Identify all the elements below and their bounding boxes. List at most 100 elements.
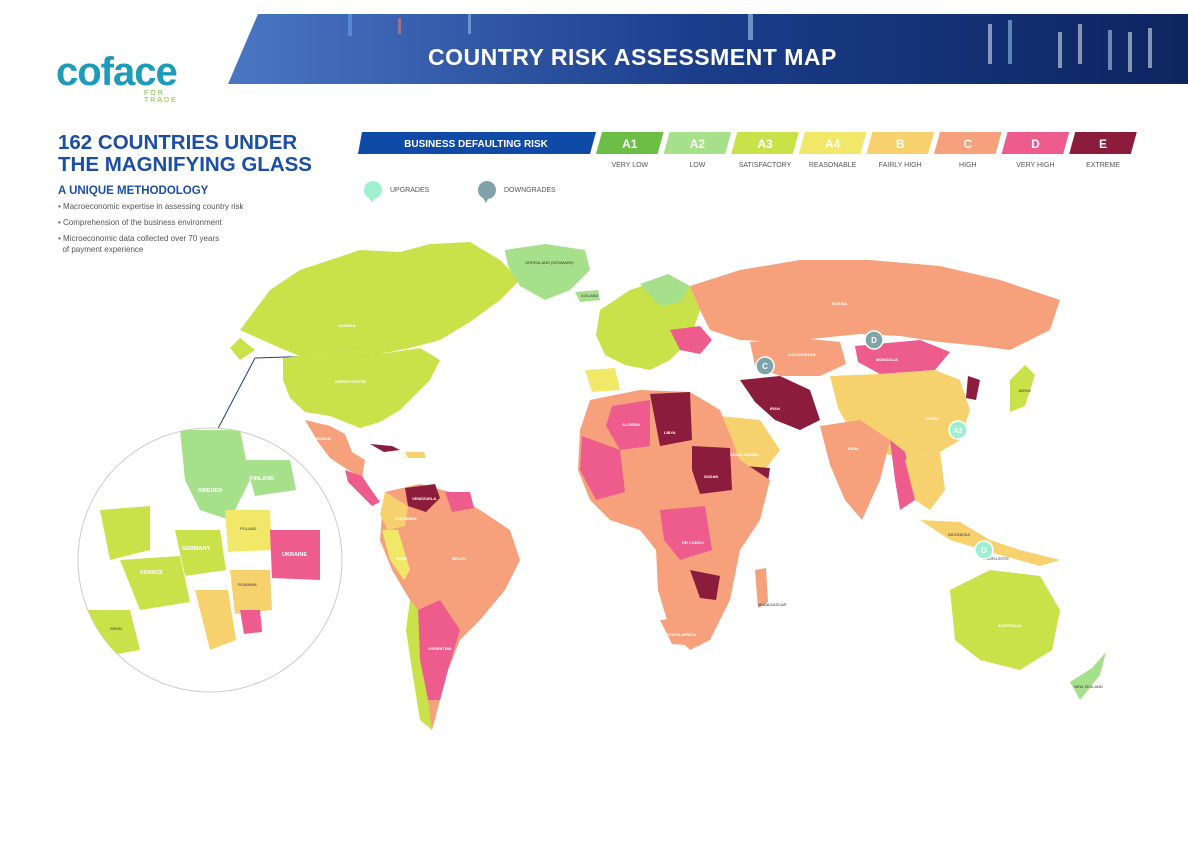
label-brazil: BRAZIL bbox=[452, 556, 467, 561]
colombia-shape bbox=[380, 492, 408, 530]
label-france: FRANCE bbox=[140, 570, 163, 576]
cuba-shape bbox=[370, 444, 400, 452]
north-korea-shape bbox=[966, 376, 980, 400]
libya-shape bbox=[650, 392, 692, 446]
united-states-shape bbox=[283, 348, 440, 428]
label-saudi-arabia: SAUDI ARABIA bbox=[730, 452, 759, 457]
label-timor: TIMOR-LESTE bbox=[982, 556, 1009, 561]
zoom-finland-shape bbox=[245, 460, 296, 496]
label-spain: SPAIN bbox=[110, 626, 122, 631]
algeria-shape bbox=[606, 400, 650, 450]
grade-code-a1: A1 bbox=[622, 137, 638, 151]
grade-swatch-a3 bbox=[731, 132, 799, 154]
methodology-bullet: of payment experience bbox=[58, 245, 144, 254]
upgrades-label: UPGRADES bbox=[390, 187, 430, 194]
upgrade-marker: D bbox=[974, 540, 994, 560]
grade-code-a3: A3 bbox=[757, 137, 773, 151]
grade-swatch-c bbox=[934, 132, 1002, 154]
label-libya: LIBYA bbox=[664, 430, 676, 435]
label-sudan: SUDAN bbox=[704, 474, 718, 479]
india-shape bbox=[820, 420, 890, 520]
label-new-zealand: NEW ZEALAND bbox=[1074, 684, 1103, 689]
ukraine-shape bbox=[670, 326, 712, 354]
zoom-greece-shape bbox=[240, 610, 262, 634]
grade-swatch-e bbox=[1069, 132, 1137, 154]
new-zealand-shape bbox=[1070, 652, 1106, 700]
label-germany: GERMANY bbox=[182, 546, 210, 552]
mexico-shape bbox=[305, 420, 365, 478]
headline-line-2: THE MAGNIFYING GLASS bbox=[58, 153, 312, 176]
grade-swatch-d bbox=[1001, 132, 1070, 154]
grade-label-b: FAIRLY HIGH bbox=[878, 162, 922, 169]
grade-label-a3: SATISFACTORY bbox=[738, 162, 792, 169]
upgrade-marker: A2 bbox=[948, 420, 968, 440]
zoom-line bbox=[211, 357, 256, 441]
grade-code-d: D bbox=[1031, 137, 1040, 151]
dr-congo-shape bbox=[660, 506, 712, 560]
myanmar-shape bbox=[890, 440, 915, 510]
label-kazakhstan: KAZAKHSTAN bbox=[788, 352, 816, 357]
grade-label-d: VERY HIGH bbox=[1016, 162, 1055, 169]
label-dr-congo: DR CONGO bbox=[682, 540, 704, 545]
page-title: COUNTRY RISK ASSESSMENT MAP bbox=[428, 44, 837, 70]
label-canada: CANADA bbox=[338, 323, 355, 328]
svg-text:C: C bbox=[762, 362, 768, 371]
world-risk-map: CANADA UNITED STATES MEXICO GREENLAND (D… bbox=[77, 242, 1106, 730]
venezuela-shape bbox=[405, 484, 440, 512]
grade-swatch-a2 bbox=[663, 132, 732, 154]
madagascar-shape bbox=[755, 568, 768, 608]
label-japan: JAPAN bbox=[1018, 388, 1031, 393]
methodology-bullet: • Microeconomic data collected over 70 y… bbox=[58, 234, 220, 243]
dominican-shape bbox=[405, 452, 426, 458]
argentina-shape bbox=[418, 600, 460, 700]
grade-label-c: HIGH bbox=[959, 162, 977, 169]
label-mexico: MEXICO bbox=[315, 436, 331, 441]
iceland-shape bbox=[575, 290, 600, 302]
zoom-uk-shape bbox=[100, 506, 150, 560]
label-ukraine: UKRAINE bbox=[282, 552, 307, 558]
legend-title: BUSINESS DEFAULTING RISK bbox=[404, 139, 548, 150]
zoom-romania-shape bbox=[230, 570, 272, 614]
label-indonesia: INDONESIA bbox=[948, 532, 970, 537]
grade-label-e: EXTREME bbox=[1086, 162, 1120, 169]
label-madagascar: MADAGASCAR bbox=[758, 602, 787, 607]
scandinavia-shape bbox=[640, 274, 690, 306]
header-banner bbox=[228, 14, 1188, 84]
zoom-italy-shape bbox=[195, 590, 236, 650]
iran-afghanistan-shape bbox=[740, 376, 820, 430]
logo-tagline: FOR TRADE bbox=[144, 90, 178, 104]
label-china: CHINA bbox=[926, 416, 939, 421]
zoom-ukraine-shape bbox=[270, 530, 320, 580]
central-america-shape bbox=[345, 470, 380, 506]
label-united-states: UNITED STATES bbox=[335, 379, 367, 384]
svg-text:D: D bbox=[871, 336, 877, 345]
grade-swatch-b bbox=[866, 132, 934, 154]
downgrade-marker: D bbox=[864, 330, 884, 350]
logo-wordmark: coface bbox=[56, 50, 178, 94]
australia-shape bbox=[950, 570, 1060, 670]
svg-text:D: D bbox=[981, 546, 987, 555]
label-colombia: COLOMBIA bbox=[395, 516, 417, 521]
grade-code-c: C bbox=[963, 137, 972, 151]
zoom-germany-shape bbox=[175, 530, 226, 576]
downgrade-marker: C bbox=[755, 356, 775, 376]
label-greenland: GREENLAND (DENMARK) bbox=[525, 260, 574, 265]
peru-shape bbox=[382, 530, 410, 580]
methodology-title: A UNIQUE METHODOLOGY bbox=[58, 185, 209, 197]
label-india: INDIA bbox=[848, 446, 859, 451]
grade-code-e: E bbox=[1099, 137, 1107, 151]
methodology-bullet: • Macroeconomic expertise in assessing c… bbox=[58, 202, 244, 211]
label-poland: POLAND bbox=[240, 526, 257, 531]
south-africa-shape bbox=[660, 616, 700, 646]
label-south-africa: SOUTH AFRICA bbox=[666, 632, 696, 637]
label-iceland: ICELAND bbox=[581, 293, 598, 298]
label-australia: AUSTRALIA bbox=[998, 623, 1021, 628]
svg-text:A2: A2 bbox=[954, 428, 963, 435]
japan-shape bbox=[1010, 365, 1035, 412]
south-america-shape bbox=[380, 484, 520, 730]
downgrades-label: DOWNGRADES bbox=[504, 187, 556, 194]
label-finland: FINLAND bbox=[250, 476, 274, 482]
label-mongolia: MONGOLIA bbox=[876, 357, 898, 362]
sudan-shape bbox=[692, 446, 732, 494]
grade-label-a2: LOW bbox=[689, 162, 706, 169]
